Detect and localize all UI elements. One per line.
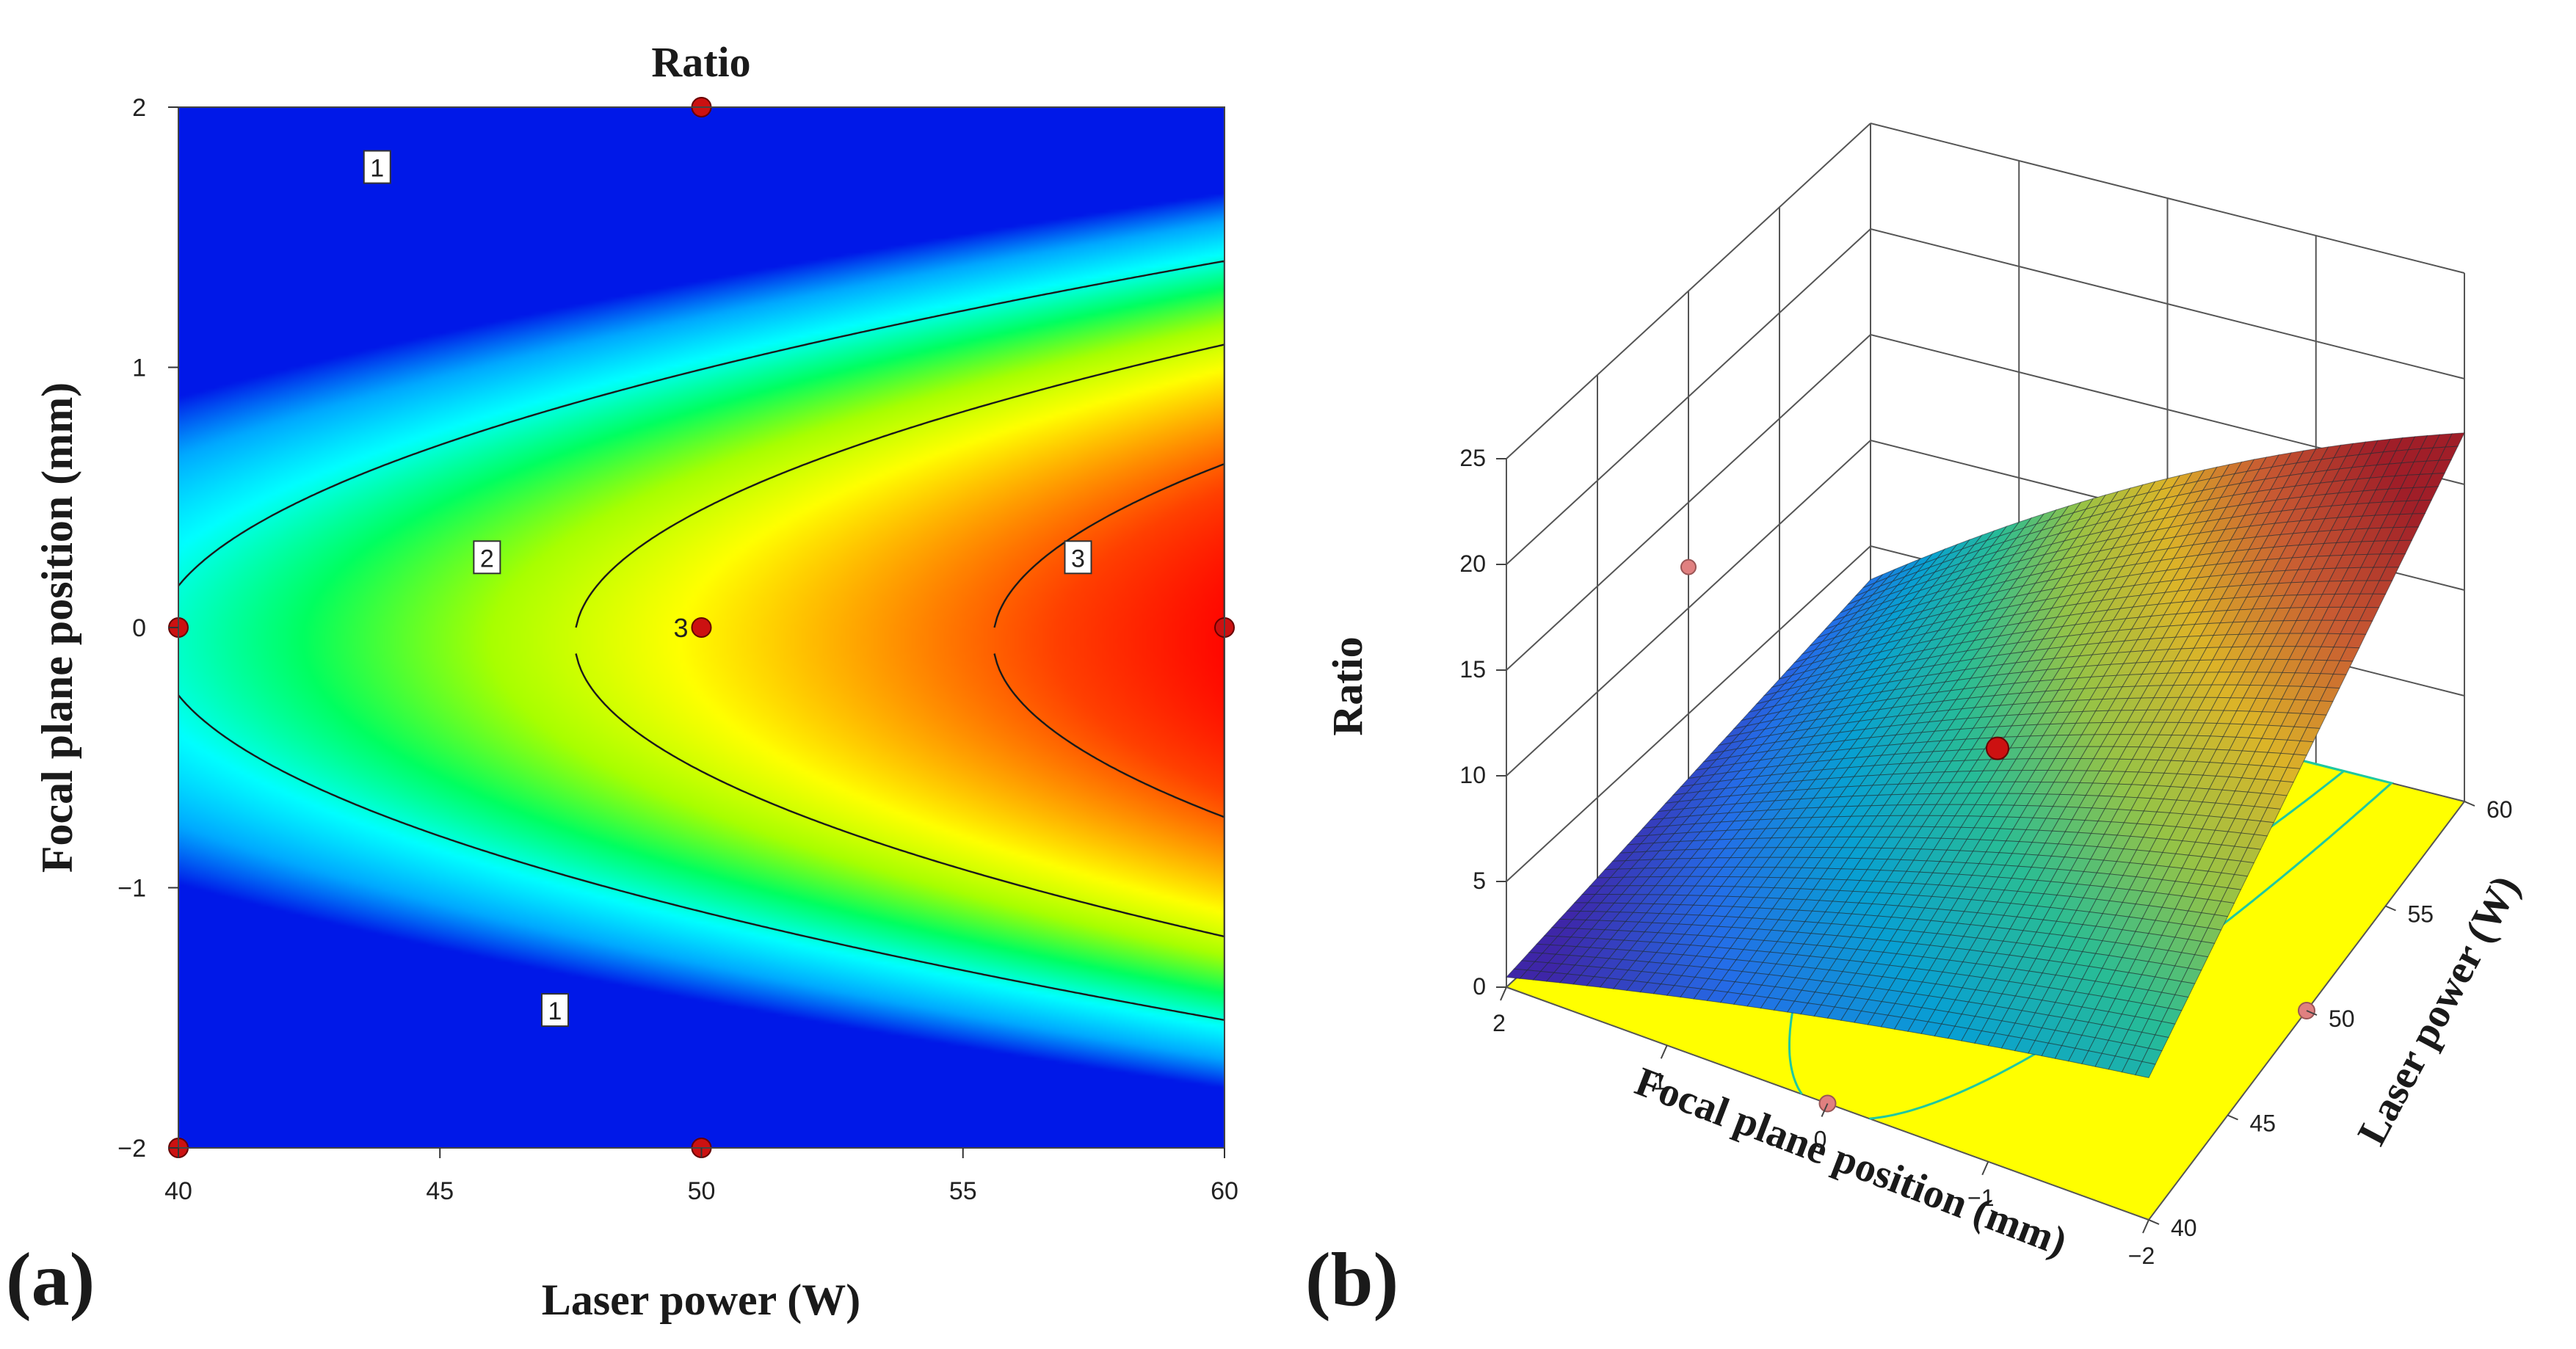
contour-label-box (541, 993, 569, 1028)
power-tick-mark (2148, 1219, 2160, 1225)
design-point (691, 617, 712, 638)
z-tick-label: 25 (1459, 445, 1486, 471)
y-tick-label: 2 (132, 94, 146, 122)
x-tick-label: 50 (688, 1177, 716, 1205)
contour-label-text: 3 (1071, 545, 1085, 572)
response-surface (1505, 432, 2465, 1078)
chart-a-ylabel: Focal plane position (mm) (33, 382, 81, 873)
contour-label-2: 2 (473, 540, 501, 575)
z-tick-label: 10 (1459, 762, 1486, 788)
chart-a-title: Ratio (651, 38, 750, 86)
surface-design-points (1680, 559, 2009, 760)
x-axis-ticks: 40 45 50 55 60 (164, 1148, 1238, 1205)
center-point-count: 3 (673, 613, 688, 643)
chart-b-zlabel: Ratio (1324, 636, 1371, 735)
focal-tick-label: −1 (1967, 1185, 1994, 1211)
panel-a-label: (a) (6, 1237, 95, 1322)
surface-center-point (1986, 736, 2009, 760)
x-tick-label: 55 (949, 1177, 977, 1205)
contour-label-box (363, 150, 391, 184)
focal-tick-label: 2 (1492, 1010, 1506, 1036)
power-tick-mark (2227, 1114, 2238, 1121)
contour-label-text: 1 (370, 155, 384, 183)
contour-label-text: 2 (480, 545, 494, 572)
contour-label-3: 3 (1064, 540, 1092, 575)
contour-label-box (1064, 540, 1092, 575)
contour-line-2 (575, 343, 1224, 938)
focal-axis-ticks: 2 1 0 −1 −2 (1492, 986, 2155, 1269)
focal-tick-label: 0 (1814, 1127, 1827, 1153)
y-tick-label: 1 (132, 354, 146, 382)
power-tick-mark (2385, 905, 2396, 912)
wall-grid-line (1506, 123, 1871, 459)
x-tick-label: 60 (1211, 1177, 1238, 1205)
panel-b-label: (b) (1305, 1237, 1398, 1322)
chart-a-xlabel: Laser power (W) (542, 1276, 860, 1324)
y-tick-label: 0 (132, 614, 146, 642)
power-tick-label: 50 (2329, 1006, 2355, 1032)
focal-tick-mark (2142, 1219, 2149, 1234)
y-axis-ticks: 2 1 0 −1 −2 (117, 94, 178, 1163)
contour-chart: Ratio 1 1 2 3 3 40 45 50 55 60 2 1 0 −1 −2 Laser po… (6, 38, 1238, 1324)
wall-grid-line (1506, 228, 1871, 565)
x-tick-label: 40 (164, 1177, 192, 1205)
wall-grid-line (1506, 440, 1871, 777)
contour-label-1: 1 (541, 993, 569, 1028)
x-tick-label: 45 (426, 1177, 454, 1205)
contour-line-3 (993, 462, 1224, 818)
y-tick-label: −2 (117, 1135, 146, 1163)
z-tick-label: 0 (1473, 973, 1486, 1000)
power-tick-label: 55 (2408, 901, 2434, 928)
y-tick-label: −1 (117, 875, 146, 903)
wall-grid-line (1506, 334, 1871, 671)
z-axis-ticks: 25 20 15 10 5 0 (1459, 445, 1506, 1000)
contour-line-1 (178, 260, 1224, 1022)
power-tick-label: 45 (2250, 1110, 2276, 1137)
focal-tick-label: −2 (2128, 1243, 2155, 1269)
contour-lines (178, 260, 1224, 1022)
z-tick-label: 15 (1459, 656, 1486, 683)
power-tick-label: 60 (2486, 796, 2513, 823)
focal-tick-mark (1500, 986, 1507, 1001)
power-tick-mark (2306, 1010, 2318, 1016)
wall-grid-line (1506, 545, 1871, 882)
focal-tick-label: 1 (1653, 1068, 1666, 1094)
z-tick-label: 20 (1459, 550, 1486, 577)
surface-design-point (1680, 559, 1697, 575)
focal-tick-mark (1981, 1161, 1989, 1176)
surface-cell (2135, 1061, 2156, 1078)
power-tick-mark (2464, 801, 2475, 807)
contour-label-text: 1 (548, 997, 562, 1025)
focal-tick-mark (1660, 1044, 1668, 1059)
wall-grid-line (1870, 123, 2465, 274)
contour-labels: 1 1 2 3 (363, 150, 1092, 1028)
wall-grid-line (1870, 228, 2465, 379)
power-tick-label: 40 (2171, 1215, 2197, 1241)
contour-label-1: 1 (363, 150, 391, 184)
contour-label-box (473, 540, 501, 575)
power-axis-ticks: 40 45 50 55 60 (2148, 796, 2513, 1241)
z-tick-label: 5 (1473, 868, 1486, 894)
focal-tick-mark (1821, 1103, 1829, 1117)
